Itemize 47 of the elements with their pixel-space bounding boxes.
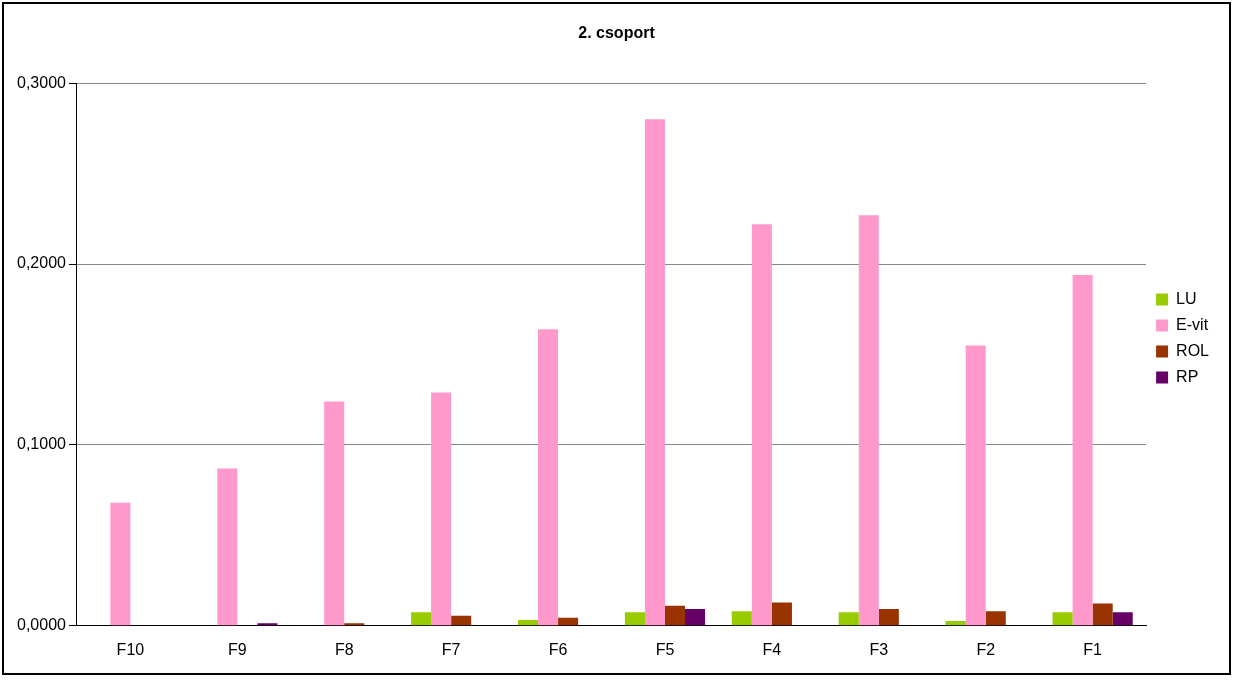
legend-label: RP <box>1176 367 1199 385</box>
y-tick-label: 0,2000 <box>17 254 67 272</box>
bar <box>624 612 645 626</box>
bar <box>644 119 665 626</box>
x-tick-label: F1 <box>1083 640 1103 658</box>
bar <box>945 621 966 626</box>
bar <box>1112 612 1133 626</box>
bar <box>838 612 859 626</box>
bar <box>965 345 986 626</box>
bar <box>411 612 432 626</box>
chart-title: 2. csoport <box>578 24 656 42</box>
x-tick-label: F8 <box>334 640 354 658</box>
legend-label: ROL <box>1176 341 1210 359</box>
bar <box>451 615 472 626</box>
legend-label: LU <box>1176 289 1197 307</box>
bar <box>878 608 899 626</box>
y-tick-label: 0,3000 <box>17 73 67 91</box>
legend-label: E-vit <box>1176 315 1209 333</box>
x-tick-label: F4 <box>762 640 782 658</box>
bar <box>731 611 752 626</box>
bar <box>517 620 539 626</box>
bar <box>664 605 686 626</box>
bar <box>110 502 131 626</box>
bar <box>985 611 1006 626</box>
bar <box>1092 603 1113 626</box>
bar <box>217 468 238 626</box>
bar <box>858 215 879 626</box>
bar <box>431 392 452 626</box>
x-tick-label: F9 <box>227 640 247 658</box>
bar <box>558 617 579 626</box>
bar <box>1052 612 1073 626</box>
x-tick-label: F3 <box>869 640 889 658</box>
bar <box>1072 274 1093 626</box>
x-tick-label: F10 <box>116 640 145 658</box>
y-tick-label: 0,1000 <box>17 435 67 453</box>
x-tick-label: F2 <box>976 640 996 658</box>
bar <box>257 623 278 626</box>
bar <box>538 329 559 626</box>
y-tick-label: 0,0000 <box>17 616 67 634</box>
bar <box>771 602 792 626</box>
x-tick-label: F6 <box>548 640 568 658</box>
bar <box>324 401 345 626</box>
x-tick-label: F5 <box>655 640 675 658</box>
bar <box>685 608 706 626</box>
bar <box>344 623 365 626</box>
bar <box>751 224 772 626</box>
x-tick-label: F7 <box>441 640 461 658</box>
